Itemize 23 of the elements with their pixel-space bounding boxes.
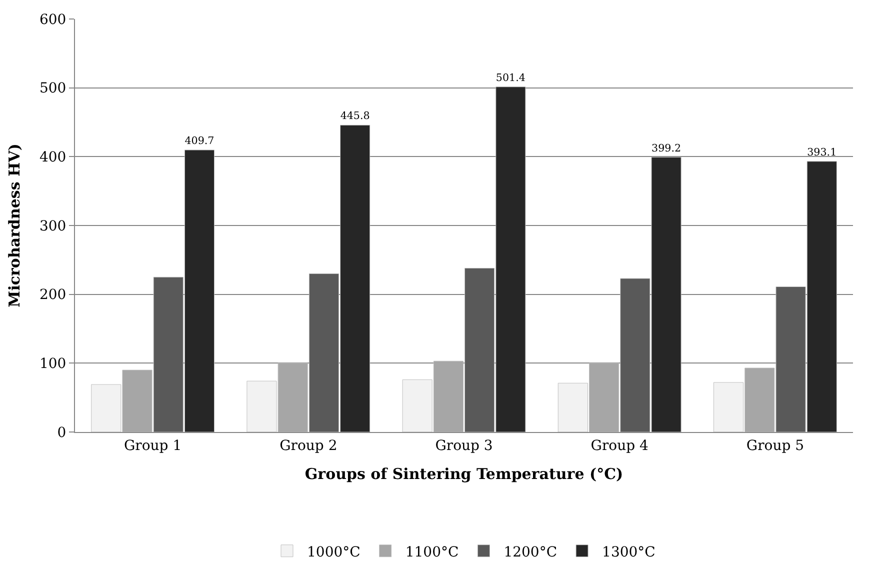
data-label: 501.4 (496, 72, 526, 84)
x-tick-label: Group 4 (590, 438, 649, 454)
x-tick-label: Group 1 (124, 438, 182, 454)
x-tick-label: Group 5 (746, 438, 804, 454)
legend-label: 1000°C (307, 544, 360, 560)
legend-label: 1100°C (405, 544, 459, 560)
data-label: 445.8 (340, 110, 370, 122)
data-label: 393.1 (807, 146, 837, 158)
data-label: 399.2 (652, 142, 682, 154)
legend-label: 1300°C (602, 544, 656, 560)
x-tick-label: Group 2 (280, 438, 338, 454)
y-tick-label: 400 (39, 150, 66, 166)
y-tick-label: 500 (39, 80, 66, 97)
y-tick-label: 100 (39, 356, 66, 372)
x-axis-title: Groups of Sintering Temperature (°C) (304, 464, 624, 483)
legend-label: 1200°C (504, 544, 558, 560)
data-label: 409.7 (184, 135, 214, 148)
y-tick-label: 0 (57, 424, 66, 441)
y-tick-label: 300 (39, 218, 66, 234)
y-tick-label: 200 (39, 287, 66, 304)
y-axis-title: Microhardness HV) (6, 144, 24, 308)
y-tick-label: 600 (39, 12, 66, 28)
x-tick-label: Group 3 (435, 438, 493, 454)
